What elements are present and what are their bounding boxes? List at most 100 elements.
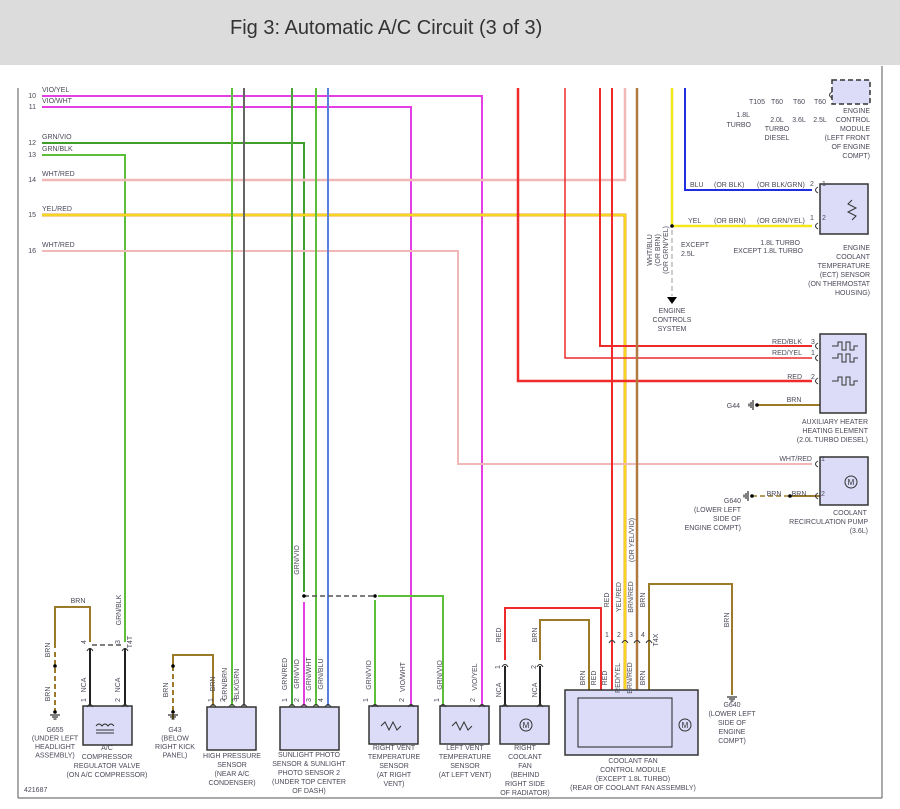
thermistor-icon (380, 720, 402, 732)
g43-lines-3-label: PANEL) (163, 753, 188, 760)
sunlight-photo-sensor (279, 706, 340, 751)
connector-icon (121, 648, 129, 652)
ect-lines-3-label: (ECT) SENSOR (820, 272, 870, 279)
fan_module-alt_wire-label: (OR YEL/VIO) (629, 518, 636, 562)
wire-wht-red-14 (42, 88, 627, 182)
fan_module-upper_wires-0-label: RED (604, 593, 611, 608)
aux_heater-lines-0-label: AUXILIARY HEATER (802, 419, 868, 426)
sunlight-wires-4-label: 1 (282, 698, 289, 702)
ect-lines-5-label: HOUSING) (835, 290, 870, 297)
sunlight-wires-6-label: 3 (306, 698, 313, 702)
splice-dot (373, 594, 377, 598)
right_vent-wires-2-label: 1 (363, 698, 370, 702)
ground_g640-lines-3-label: ENGINE (719, 729, 746, 736)
right_vent-wires-0-label: GRN/VIO (366, 660, 373, 690)
connector-icon (407, 704, 415, 708)
ac_valve-wires-4-label: 3 (115, 640, 122, 644)
ect-blu_wire-1-label: (OR BLK) (714, 182, 744, 189)
rows-5-wire-label: YEL/RED (42, 206, 72, 213)
g43-lines-0-label: G43 (168, 727, 181, 734)
connector-icon (815, 354, 819, 362)
auxiliary-heater (819, 333, 867, 414)
fan_module-lower_wires-5-label: BRN (640, 671, 647, 686)
motor-icon: M (519, 718, 533, 732)
wire-yel-red-core (42, 214, 626, 706)
left_vent-lines-3-label: (AT LEFT VENT) (439, 772, 492, 779)
ect-notes-1-label: EXCEPT 1.8L TURBO (733, 248, 803, 255)
g655-lines-2-label: HEADLIGHT (35, 744, 76, 751)
connector-icon (478, 704, 486, 708)
fan_module-pins-1-label: 2 (617, 632, 621, 639)
g655-lines-0-label: G655 (46, 727, 63, 734)
right_fan-lines-5-label: OF RADIATOR) (500, 790, 550, 797)
ecm-variants-2-label: 2.0L (770, 117, 784, 124)
sunlight-wires-0-label: GRN/RED (282, 658, 289, 690)
pump-lines-1-label: RECIRCULATION PUMP (789, 519, 868, 526)
engine_controls-lines-0-label: ENGINE (659, 308, 686, 315)
sunlight-wires-7-label: 4 (318, 698, 325, 702)
right_fan-lines-0-label: RIGHT (514, 745, 537, 752)
sunlight-wires-1-label: GRN/VIO (294, 659, 301, 689)
high_pressure-wires-4-label: 2 (220, 698, 227, 702)
diagram-frame (17, 66, 883, 799)
connector-icon (324, 704, 332, 708)
arrow-down-icon (667, 297, 677, 304)
rows-3-num-label: 13 (28, 152, 36, 159)
ecm-terminals-3-label: T60 (814, 99, 826, 106)
right_vent-lines-1-label: TEMPERATURE (368, 754, 421, 761)
wire-red-heater (516, 88, 812, 383)
connector-icon (228, 704, 236, 708)
pump-wires-1-label: 1 (821, 456, 825, 463)
pump-wires-3-label: BRN (792, 491, 807, 498)
splice-dot (750, 494, 754, 498)
ac_valve-lines-3-label: (ON A/C COMPRESSOR) (67, 772, 148, 779)
sunlight-lines-0-label: SUNLIGHT PHOTO (278, 752, 341, 759)
connector-icon (312, 704, 320, 708)
connector-icon (371, 704, 379, 708)
ect-blu_wire-0-label: BLU (690, 182, 704, 189)
wire-brn-hp (172, 654, 214, 706)
ac_valve-lines-1-label: COMPRESSOR (82, 754, 133, 761)
wire-grn-blk (42, 154, 126, 642)
ground-icon (743, 491, 749, 501)
aux_heater-wires-1-label: 3 (811, 339, 815, 346)
sunlight-splice_wire-label: GRN/VIO (294, 545, 301, 575)
fan_module-upper_wires-2-label: BRN/RED (628, 581, 635, 613)
ecm-lines-0-label: ENGINE (843, 108, 870, 115)
wire-red-yel (564, 88, 812, 359)
ground_g640-lines-1-label: (LOWER LEFT (708, 711, 756, 718)
fan_module-pins-3-label: 4 (641, 632, 645, 639)
ground-icon (748, 400, 754, 410)
g655-lines-3-label: ASSEMBLY) (35, 753, 75, 760)
connector-icon (439, 704, 447, 708)
sunlight-lines-1-label: SENSOR & SUNLIGHT (272, 761, 346, 768)
splice-dot (670, 224, 674, 228)
left_vent-wires-0-label: GRN/VIO (437, 660, 444, 690)
right_fan-wires-4-label: NCA (496, 682, 503, 697)
left_vent-lines-0-label: LEFT VENT (446, 745, 484, 752)
ect-notes-3-label: 2.5L (681, 251, 695, 258)
figure-title: Fig 3: Automatic A/C Circuit (3 of 3) (230, 17, 543, 39)
ground_g640-lines-2-label: SIDE OF (718, 720, 746, 727)
high_pressure-lines-2-label: (NEAR A/C (214, 771, 249, 778)
aux_heater-wires-4-label: RED (787, 374, 802, 381)
g43-lines-1-label: (BELOW (161, 736, 189, 743)
ac_valve-wires-5-label: NCA (81, 677, 88, 692)
splice-dot (788, 494, 792, 498)
g655-lines-1-label: (UNDER LEFT (32, 736, 79, 743)
ect-notes-2-label: EXCEPT (681, 242, 710, 249)
fan_module-lower_wires-0-label: BRN (580, 671, 587, 686)
rows-0-wire-label: VIO/YEL (42, 87, 69, 94)
rows-4-num-label: 14 (28, 177, 36, 184)
high_pressure-wires-1-label: GRN/BRN (222, 668, 229, 700)
ect-blu_wire-2-label: (OR BLK/GRN) (757, 182, 805, 189)
wire-brn-ac (54, 606, 91, 648)
ac_valve-wires-7-label: 1 (81, 698, 88, 702)
left_vent-wires-1-label: VIO/YEL (472, 663, 479, 690)
high_pressure-wires-0-label: BRN (210, 677, 217, 692)
splice-dot (755, 403, 759, 407)
right_fan-lines-4-label: RIGHT SIDE (505, 781, 545, 788)
ect-lines-4-label: (ON THERMOSTAT (808, 281, 871, 288)
pump-ground_lines-0-label: G640 (724, 498, 741, 505)
